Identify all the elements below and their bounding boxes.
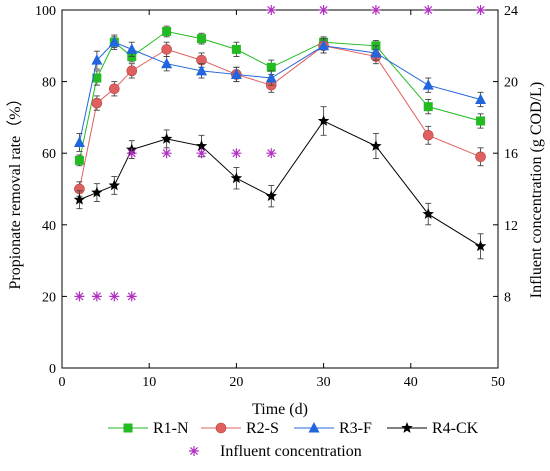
data-point [474,240,487,252]
data-point [196,64,208,76]
influent-point [126,291,137,302]
series-line [78,41,481,143]
legend-label: R4-CK [432,420,479,437]
data-point [475,93,487,104]
y2-tick-label: 16 [504,147,518,162]
data-point [317,114,330,126]
data-point [231,44,241,54]
legend-marker [123,423,133,433]
influent-point [109,291,120,302]
influent-point [423,5,434,15]
x-tick-label: 50 [491,375,505,390]
data-point [422,208,434,219]
data-point [73,136,85,147]
data-point [74,155,84,165]
data-point [126,43,138,54]
y-axis-title: Propionate removal rate（%） [6,90,24,289]
plot-frame [61,9,499,369]
y-tick-label: 100 [35,4,56,19]
data-point [265,72,277,83]
x-tick-label: 40 [404,375,418,390]
data-point [91,54,103,65]
data-point [162,26,172,36]
influent-point [475,5,486,15]
x-tick-label: 10 [142,375,156,390]
series-layer [73,5,487,302]
series-line [78,45,481,190]
legend-marker [308,422,320,433]
x-tick-label: 30 [317,375,331,390]
influent-point [74,291,85,302]
data-point [422,130,434,141]
x-tick-label: 0 [59,375,66,390]
data-point [161,57,173,69]
data-point [91,97,103,109]
data-point [266,62,276,72]
data-point [126,65,138,77]
series-r1-n [74,25,486,167]
data-point [230,68,242,79]
series-r3-f [73,34,487,152]
series-r2-s [74,38,486,197]
legend-marker [189,446,199,456]
influent-point [231,148,242,159]
data-point [230,172,243,184]
legend-label: R1-N [153,420,189,437]
data-point [108,179,121,191]
data-point [161,44,172,55]
influent-point [126,148,137,159]
legend-marker [401,422,413,433]
series-r4-ck [73,106,487,260]
legend-label: R2-S [246,420,279,437]
data-point [109,83,120,95]
data-point [475,151,486,163]
series-line [78,30,481,161]
y-tick-label: 80 [42,76,56,91]
legend-label: Influent concentration [220,443,362,460]
series-influent [74,5,486,302]
data-point [92,73,102,83]
data-point [195,140,208,151]
influent-point [266,148,277,159]
data-point [318,39,330,51]
data-point [422,79,434,90]
x-tick-label: 20 [229,375,243,390]
legend: R1-N R2-S R3-F R4-CK Influent concentration [108,420,479,460]
ticks-layer: 0 10 20 30 40 50 0 20 40 60 80 100 8 12 16 20 24 [35,4,518,390]
y2-axis-title: Influent concentration (g COD/L) [528,82,545,298]
data-point [476,116,486,126]
data-point [73,193,86,205]
influent-point [370,5,381,15]
influent-point [161,148,172,159]
influent-point [91,291,102,302]
y-tick-label: 20 [42,290,56,305]
y-tick-label: 0 [49,362,56,377]
data-point [91,186,103,198]
influent-point [318,5,329,15]
influent-point [196,148,207,159]
data-point [160,132,173,144]
y2-tick-label: 24 [504,4,518,19]
series-line [79,120,481,247]
legend-label: R3-F [339,420,372,437]
influent-point [266,5,277,15]
data-point [423,102,433,112]
y-tick-label: 60 [42,147,56,162]
y2-tick-label: 20 [504,76,518,91]
data-point [108,36,120,47]
y-tick-label: 40 [42,219,56,234]
y2-tick-label: 8 [504,290,511,305]
x-axis-title: Time (d) [252,401,308,418]
data-point [370,46,382,58]
data-point [265,190,277,202]
data-point [370,140,382,151]
y2-tick-label: 12 [504,219,518,234]
legend-marker [215,422,227,434]
data-point [197,34,207,44]
